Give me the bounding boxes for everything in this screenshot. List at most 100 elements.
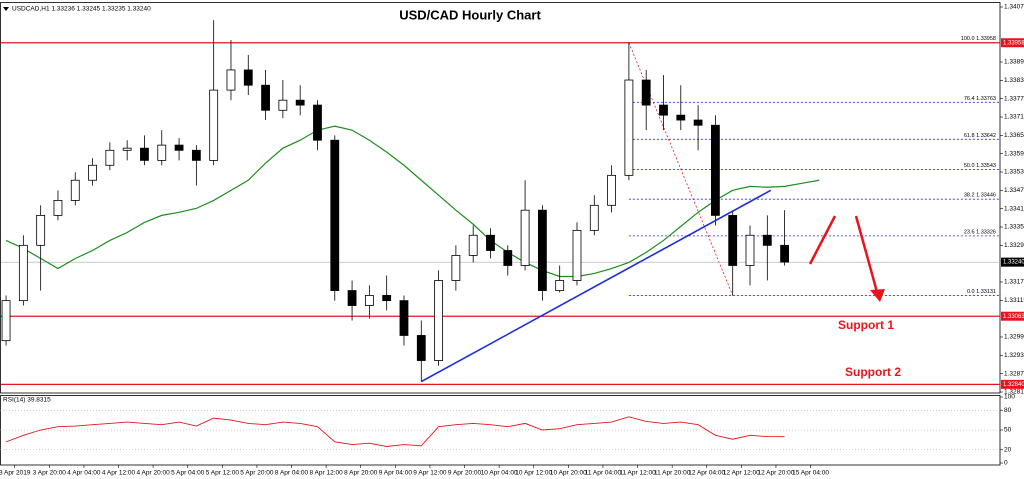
price-tag bbox=[1001, 311, 1024, 321]
candle-body bbox=[278, 99, 288, 111]
candle-body bbox=[416, 335, 426, 361]
up-arrow bbox=[808, 215, 837, 265]
down-arrow-head bbox=[870, 289, 885, 302]
support-annotation: Support 1 bbox=[838, 318, 894, 332]
x-tick-label: 15 Apr 04:00 bbox=[792, 470, 829, 477]
y-tick-label: 1.33415 bbox=[1004, 205, 1024, 212]
candle-body bbox=[18, 244, 28, 302]
y-tick-label: 1.33655 bbox=[1004, 132, 1024, 139]
candle-body bbox=[295, 99, 305, 106]
candle-body bbox=[641, 79, 651, 106]
rsi-line bbox=[5, 416, 785, 447]
x-tick-label: 5 Apr 12:00 bbox=[206, 470, 240, 477]
fib-label: 38.2 1.33446 bbox=[964, 193, 996, 199]
candle-body bbox=[140, 147, 149, 161]
candle-body bbox=[157, 144, 167, 161]
candle-body bbox=[261, 84, 270, 111]
y-tick-label: 1.33895 bbox=[1004, 59, 1024, 66]
fib-label: 23.6 1.33326 bbox=[964, 229, 996, 235]
candle-body bbox=[572, 229, 582, 281]
candle-body bbox=[503, 250, 513, 266]
candle-body bbox=[520, 209, 530, 266]
candle-body bbox=[607, 174, 616, 206]
candle-body bbox=[88, 164, 97, 181]
candle-body bbox=[676, 114, 686, 121]
y-tick-label: 80 bbox=[1004, 407, 1012, 414]
candle-body bbox=[191, 149, 201, 161]
candle-body bbox=[728, 214, 738, 266]
trendline bbox=[420, 189, 772, 383]
price-tag-label: 1.33063 bbox=[1003, 314, 1024, 320]
x-tick-label: 10 Apr 04:00 bbox=[481, 470, 518, 477]
x-tick-label: 9 Apr 04:00 bbox=[379, 470, 413, 477]
y-tick-label: 1.33115 bbox=[1004, 297, 1024, 304]
fib-label: 0.0 1.33131 bbox=[967, 289, 996, 295]
candle-body bbox=[330, 139, 340, 291]
y-tick-label: 1.33175 bbox=[1004, 279, 1024, 286]
candle-body bbox=[434, 280, 443, 361]
candle-body bbox=[780, 244, 790, 263]
candle-body bbox=[762, 234, 772, 246]
candle-body bbox=[122, 147, 132, 151]
candle-body bbox=[382, 295, 392, 302]
candle-body bbox=[347, 290, 357, 306]
chart-header: USDCAD,H1 1.33236 1.33245 1.33235 1.3324… bbox=[12, 6, 151, 13]
x-tick-label: 12 Apr 04:00 bbox=[688, 470, 725, 477]
x-tick-label: 10 Apr 20:00 bbox=[550, 470, 587, 477]
x-tick-label: 9 Apr 20:00 bbox=[448, 470, 482, 477]
x-tick-label: 9 Apr 12:00 bbox=[413, 470, 447, 477]
chart-title: USD/CAD Hourly Chart bbox=[399, 7, 541, 22]
candle-body bbox=[209, 89, 219, 161]
fib-label: 100.0 1.33958 bbox=[961, 36, 996, 42]
moving-average bbox=[5, 125, 820, 278]
x-tick-label: 5 Apr 04:00 bbox=[171, 470, 205, 477]
candle-body bbox=[174, 144, 184, 151]
fib-label: 50.0 1.33543 bbox=[964, 163, 996, 169]
candle-body bbox=[468, 234, 478, 256]
candle-body bbox=[486, 234, 495, 251]
x-tick-label: 8 Apr 12:00 bbox=[309, 470, 343, 477]
symbol-menu-icon bbox=[3, 7, 9, 11]
fib-label: 76.4 1.33763 bbox=[964, 96, 996, 102]
x-tick-label: 11 Apr 20:00 bbox=[654, 470, 691, 477]
x-tick-label: 11 Apr 04:00 bbox=[585, 470, 622, 477]
candle-body bbox=[36, 214, 46, 246]
price-tag bbox=[1001, 379, 1024, 389]
down-arrow bbox=[854, 215, 879, 293]
y-tick-label: 50 bbox=[1004, 427, 1012, 434]
y-tick-label: 1.33835 bbox=[1004, 77, 1024, 84]
y-tick-label: 1.32875 bbox=[1004, 370, 1024, 377]
price-tag-label: 1.33958 bbox=[1003, 40, 1024, 46]
y-tick-label: 1.32935 bbox=[1004, 352, 1024, 359]
y-tick-label: 100 bbox=[1004, 394, 1015, 401]
candle-body bbox=[313, 104, 322, 141]
price-tag-label: 1.32840 bbox=[1003, 382, 1024, 388]
price-panel-frame bbox=[0, 2, 1001, 394]
candle-body bbox=[659, 104, 668, 116]
fib-label: 61.8 1.33642 bbox=[964, 133, 996, 139]
candle-body bbox=[745, 234, 755, 266]
x-tick-label: 11 Apr 12:00 bbox=[619, 470, 656, 477]
x-tick-label: 12 Apr 12:00 bbox=[723, 470, 760, 477]
y-tick-label: 1.33355 bbox=[1004, 224, 1024, 231]
candle-body bbox=[589, 204, 599, 231]
candle-body bbox=[451, 255, 461, 281]
x-tick-label: 12 Apr 20:00 bbox=[758, 470, 795, 477]
y-tick-label: 1.33535 bbox=[1004, 169, 1024, 176]
candle-body bbox=[399, 300, 409, 336]
x-tick-label: 3 Apr 20:00 bbox=[33, 470, 67, 477]
y-tick-label: 1.33475 bbox=[1004, 187, 1024, 194]
price-tag-label: 1.33240 bbox=[1003, 260, 1024, 266]
x-tick-label: 10 Apr 12:00 bbox=[515, 470, 552, 477]
price-plot bbox=[1, 20, 1000, 385]
y-tick-label: 1.33775 bbox=[1004, 95, 1024, 102]
candle-body bbox=[70, 179, 80, 201]
y-tick-label: 1.32815 bbox=[1004, 389, 1024, 396]
y-tick-label: 0 bbox=[1004, 460, 1008, 467]
rsi-title: RSI(14) 39.8315 bbox=[3, 397, 51, 404]
candle-body bbox=[105, 149, 115, 166]
y-tick-label: 1.33595 bbox=[1004, 150, 1024, 157]
x-tick-label: 8 Apr 20:00 bbox=[344, 470, 378, 477]
x-tick-label: 5 Apr 20:00 bbox=[240, 470, 274, 477]
